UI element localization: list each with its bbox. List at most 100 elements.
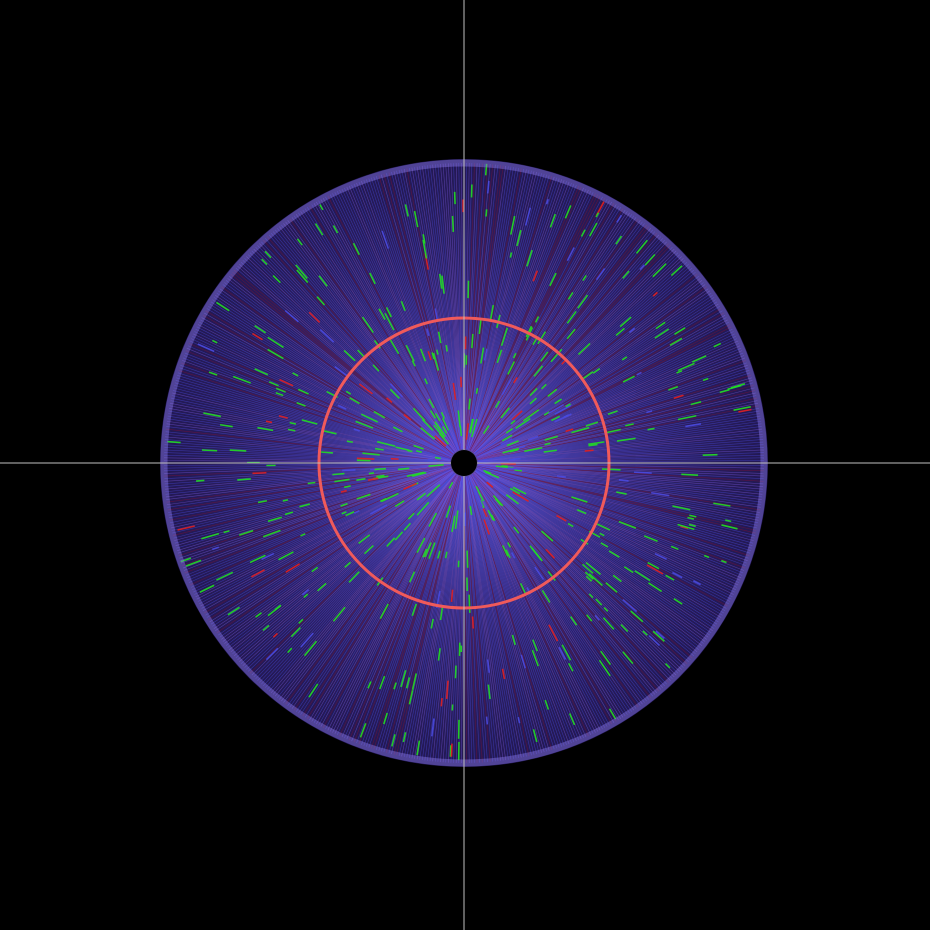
ray-dash [668,385,679,391]
ray-line [477,460,764,464]
ray-line [171,465,451,529]
ray-line [475,282,704,455]
ray-dash [567,292,574,300]
ray-line [477,466,755,539]
ray-line [474,260,686,454]
ray-dash [687,516,695,520]
ray-line [477,454,764,463]
ray-dash [405,344,415,362]
ray-dash [672,571,683,579]
ray-dash [459,425,463,437]
ray-dash [484,471,500,479]
ray-dash [416,537,426,554]
ray-line [471,212,630,452]
ray-line [339,475,459,737]
ray-line [467,476,545,753]
ray-line [181,467,451,566]
ray-dash [272,274,281,284]
ray-dash [429,410,437,419]
ray-line [209,470,453,623]
ray-dash [408,689,414,705]
ray-line [477,466,751,554]
ray-line [477,466,754,541]
ray-dash [442,426,448,434]
ray-dash [622,375,635,383]
ray-line [477,431,763,462]
ray-dash [403,522,412,531]
ray-dash [334,478,350,483]
ray-dash [738,408,752,413]
ray-dash [509,252,513,258]
ray-dash [397,467,410,471]
ray-line [209,303,453,456]
ray-line [469,187,584,451]
ray-line [193,468,452,593]
ray-line [473,241,667,453]
ray-dash [292,372,299,377]
ray-dash [389,388,400,399]
ray-line [477,457,764,464]
ray-line [204,469,453,614]
ray-line [272,473,456,695]
ray-line [477,464,762,506]
ray-dash [345,390,352,395]
ray-line [172,466,451,536]
ray-line [200,469,452,607]
ray-dash [383,712,388,725]
ray-line [205,469,453,616]
ray-dash [386,537,396,547]
ray-line [388,172,461,450]
ray-line [393,171,462,450]
ray-dash [531,649,539,667]
ray-line [470,199,608,451]
ray-line [193,333,452,458]
ray-line [476,333,735,458]
ray-line [172,390,451,460]
ray-line [255,246,455,454]
ray-dash [502,447,520,454]
ray-line [477,360,747,459]
ray-line [442,476,464,763]
ray-dash [485,209,488,217]
ray-dash [486,180,490,194]
ray-dash [628,327,636,334]
ray-line [476,335,737,458]
ray-line [466,170,530,450]
ray-line [464,476,486,763]
ray-line [178,467,451,556]
ray-dash [543,449,557,453]
ray-dash [196,479,205,482]
ray-dash [381,230,390,249]
ray-dash [199,584,215,593]
ray-dash [337,404,347,410]
ray-dash [592,367,601,374]
ray-dash [261,552,275,561]
ray-dash [376,474,385,478]
ray-line [432,164,463,450]
ray-line [465,166,512,450]
ray-dash [685,423,702,428]
ray-dash [357,349,365,358]
ray-line [477,463,763,490]
ray-line [339,189,459,451]
ray-line [371,177,460,450]
ray-dash [600,650,612,666]
ray-line [477,377,752,460]
ray-dash [282,499,289,502]
ray-line [477,423,762,462]
ray-line [268,473,456,692]
ray-dash [238,529,254,536]
ray-dash [300,533,306,537]
ray-dash [639,264,645,271]
ray-dash [505,494,519,505]
ray-dash [516,229,522,247]
ray-line [477,467,747,564]
ray-dash [212,546,220,551]
ray-line [257,472,455,681]
ray-line [253,248,455,454]
ray-dash [568,713,576,726]
ray-dash [664,662,671,669]
ray-line [306,474,457,719]
ray-line [201,469,452,609]
ray-dash [378,308,386,320]
